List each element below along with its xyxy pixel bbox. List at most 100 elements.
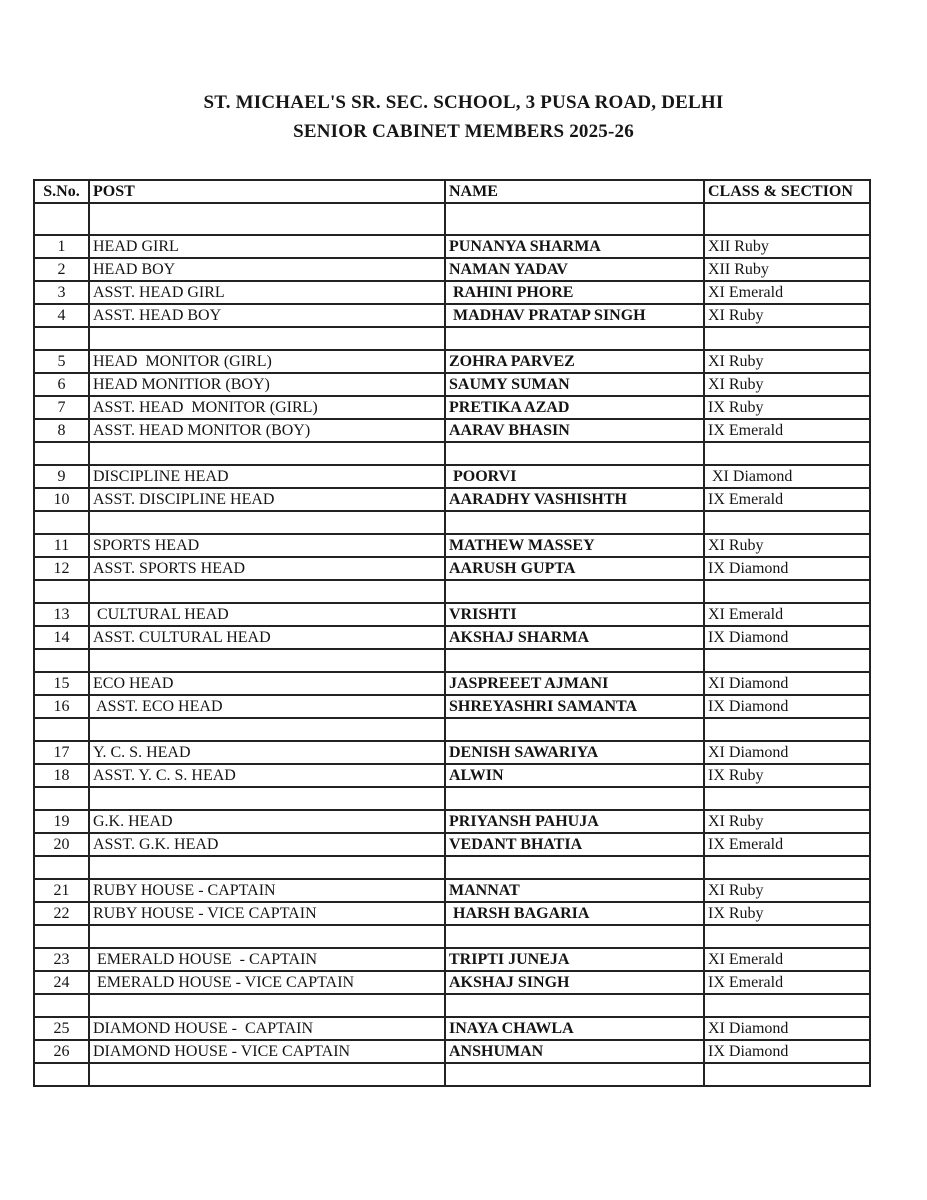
class-section-cell — [703, 786, 871, 811]
sno-cell: 26 — [33, 1039, 90, 1064]
class-section-cell: IX Ruby — [703, 395, 871, 420]
class-section-cell: XI Diamond — [703, 1016, 871, 1041]
table-row: 4 ASST. HEAD BOY MADHAV PRATAP SINGH XI … — [33, 303, 871, 328]
cabinet-members-table: S.No. POST NAME CLASS & SECTION 1 HEAD G… — [33, 179, 871, 1087]
sno-cell: 4 — [33, 303, 90, 328]
class-section-cell: IX Emerald — [703, 487, 871, 512]
sno-cell: 19 — [33, 809, 90, 834]
post-cell: RUBY HOUSE - CAPTAIN — [88, 878, 446, 903]
class-section-cell: XI Ruby — [703, 303, 871, 328]
spacer-row — [33, 717, 871, 742]
name-cell — [444, 579, 705, 604]
post-cell: RUBY HOUSE - VICE CAPTAIN — [88, 901, 446, 926]
table-row: 2 HEAD BOY NAMAN YADAV XII Ruby — [33, 257, 871, 282]
sno-cell: 6 — [33, 372, 90, 397]
sno-cell: 3 — [33, 280, 90, 305]
post-cell: HEAD GIRL — [88, 234, 446, 259]
sno-cell — [33, 510, 90, 535]
spacer-row — [33, 441, 871, 466]
post-cell: CULTURAL HEAD — [88, 602, 446, 627]
class-section-cell — [703, 202, 871, 236]
name-cell: RAHINI PHORE — [444, 280, 705, 305]
post-cell: ASST. G.K. HEAD — [88, 832, 446, 857]
class-section-cell: XI Diamond — [703, 671, 871, 696]
spacer-row — [33, 510, 871, 535]
sno-cell — [33, 441, 90, 466]
table-row: 12 ASST. SPORTS HEAD AARUSH GUPTA IX Dia… — [33, 556, 871, 581]
spacer-row — [33, 786, 871, 811]
post-cell: ASST. DISCIPLINE HEAD — [88, 487, 446, 512]
sno-cell: 1 — [33, 234, 90, 259]
table-row: 21 RUBY HOUSE - CAPTAIN MANNAT XI Ruby — [33, 878, 871, 903]
post-cell — [88, 648, 446, 673]
post-cell: DIAMOND HOUSE - VICE CAPTAIN — [88, 1039, 446, 1064]
class-section-cell: XII Ruby — [703, 257, 871, 282]
spacer-row — [33, 1062, 871, 1087]
sno-cell — [33, 1062, 90, 1087]
post-cell — [88, 326, 446, 351]
table-row: 10 ASST. DISCIPLINE HEAD AARADHY VASHISH… — [33, 487, 871, 512]
post-cell: ASST. Y. C. S. HEAD — [88, 763, 446, 788]
school-title: ST. MICHAEL'S SR. SEC. SCHOOL, 3 PUSA RO… — [203, 92, 724, 113]
spacer-row — [33, 648, 871, 673]
sno-cell — [33, 717, 90, 742]
class-section-cell — [703, 441, 871, 466]
post-cell — [88, 993, 446, 1018]
name-cell: ZOHRA PARVEZ — [444, 349, 705, 374]
name-cell: AKSHAJ SHARMA — [444, 625, 705, 650]
post-cell: HEAD MONITIOR (BOY) — [88, 372, 446, 397]
class-section-cell: XI Ruby — [703, 878, 871, 903]
post-cell: EMERALD HOUSE - CAPTAIN — [88, 947, 446, 972]
name-cell — [444, 924, 705, 949]
class-section-cell — [703, 1062, 871, 1087]
name-cell — [444, 993, 705, 1018]
name-cell: HARSH BAGARIA — [444, 901, 705, 926]
spacer-row — [33, 924, 871, 949]
header-sno: S.No. — [33, 179, 90, 204]
table-row: 16 ASST. ECO HEAD SHREYASHRI SAMANTA IX … — [33, 694, 871, 719]
post-cell: ECO HEAD — [88, 671, 446, 696]
sno-cell: 20 — [33, 832, 90, 857]
sno-cell: 24 — [33, 970, 90, 995]
name-cell: MADHAV PRATAP SINGH — [444, 303, 705, 328]
post-cell: G.K. HEAD — [88, 809, 446, 834]
class-section-cell: IX Emerald — [703, 418, 871, 443]
document-subtitle: SENIOR CABINET MEMBERS 2025-26 — [293, 121, 634, 142]
table-row: 20 ASST. G.K. HEAD VEDANT BHATIA IX Emer… — [33, 832, 871, 857]
sno-cell: 23 — [33, 947, 90, 972]
class-section-cell — [703, 993, 871, 1018]
table-row: 23 EMERALD HOUSE - CAPTAIN TRIPTI JUNEJA… — [33, 947, 871, 972]
table-row: 14 ASST. CULTURAL HEAD AKSHAJ SHARMA IX … — [33, 625, 871, 650]
post-cell: ASST. HEAD BOY — [88, 303, 446, 328]
class-section-cell — [703, 326, 871, 351]
sno-cell: 16 — [33, 694, 90, 719]
header-post: POST — [88, 179, 446, 204]
post-cell: ASST. CULTURAL HEAD — [88, 625, 446, 650]
post-cell — [88, 855, 446, 880]
post-cell — [88, 1062, 446, 1087]
name-cell: PRIYANSH PAHUJA — [444, 809, 705, 834]
post-cell: ASST. SPORTS HEAD — [88, 556, 446, 581]
table-row: 26 DIAMOND HOUSE - VICE CAPTAIN ANSHUMAN… — [33, 1039, 871, 1064]
table-row: 22 RUBY HOUSE - VICE CAPTAIN HARSH BAGAR… — [33, 901, 871, 926]
class-section-cell: IX Ruby — [703, 763, 871, 788]
class-section-cell — [703, 717, 871, 742]
table-row: 8 ASST. HEAD MONITOR (BOY) AARAV BHASIN … — [33, 418, 871, 443]
table-header-row: S.No. POST NAME CLASS & SECTION — [33, 179, 871, 204]
name-cell: INAYA CHAWLA — [444, 1016, 705, 1041]
sno-cell: 2 — [33, 257, 90, 282]
name-cell — [444, 510, 705, 535]
name-cell: ALWIN — [444, 763, 705, 788]
name-cell: JASPREEET AJMANI — [444, 671, 705, 696]
class-section-cell — [703, 510, 871, 535]
class-section-cell: XI Ruby — [703, 372, 871, 397]
post-cell — [88, 510, 446, 535]
sno-cell: 10 — [33, 487, 90, 512]
name-cell — [444, 326, 705, 351]
table-row: 25 DIAMOND HOUSE - CAPTAIN INAYA CHAWLA … — [33, 1016, 871, 1041]
class-section-cell: IX Diamond — [703, 556, 871, 581]
name-cell: DENISH SAWARIYA — [444, 740, 705, 765]
name-cell: AARUSH GUPTA — [444, 556, 705, 581]
table-row: 7 ASST. HEAD MONITOR (GIRL) PRETIKA AZAD… — [33, 395, 871, 420]
name-cell — [444, 1062, 705, 1087]
